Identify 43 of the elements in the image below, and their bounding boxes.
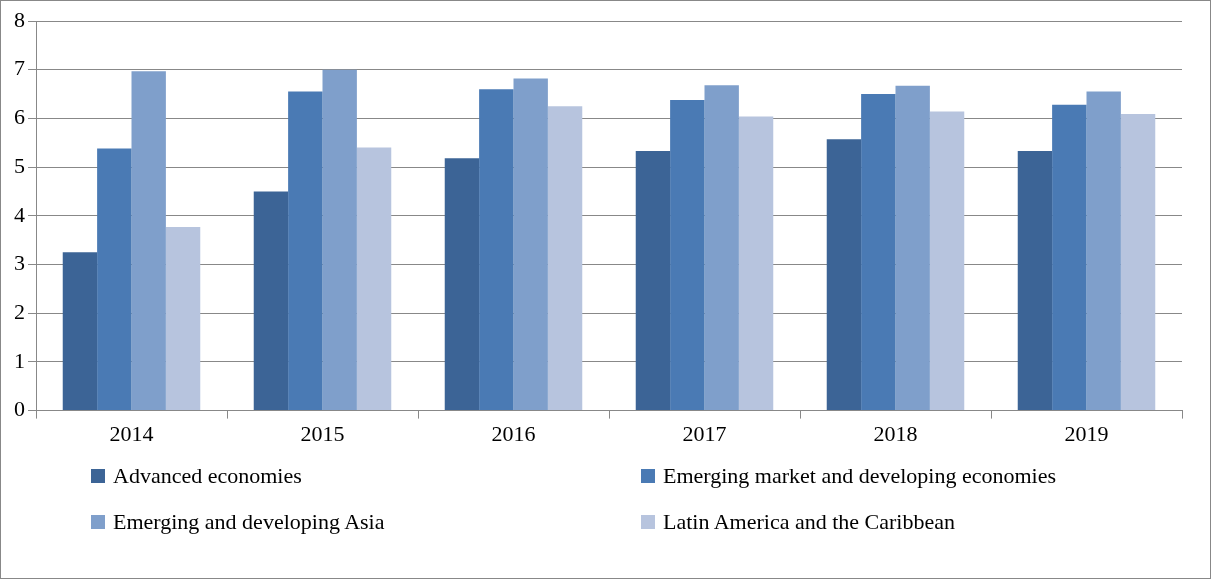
x-tick-label: 2016 bbox=[491, 420, 536, 446]
bar bbox=[97, 148, 132, 411]
bar bbox=[253, 191, 289, 411]
bar bbox=[1052, 104, 1087, 411]
y-tick-label: 5 bbox=[14, 152, 25, 178]
bar bbox=[1120, 114, 1156, 411]
bar bbox=[826, 139, 862, 411]
bar bbox=[929, 111, 965, 411]
x-tick-label: 2017 bbox=[682, 420, 727, 446]
bar bbox=[895, 85, 930, 411]
legend-label: Latin America and the Caribbean bbox=[663, 509, 955, 535]
bar bbox=[131, 71, 166, 411]
bar bbox=[479, 89, 514, 411]
y-tick-label: 8 bbox=[14, 6, 25, 32]
legend-label: Emerging market and developing economies bbox=[663, 463, 1057, 489]
y-tick-label: 3 bbox=[14, 250, 25, 276]
bar bbox=[288, 91, 323, 411]
y-tick-label: 0 bbox=[14, 396, 25, 422]
bar bbox=[1086, 91, 1121, 411]
y-tick-label: 7 bbox=[14, 55, 25, 81]
bar bbox=[861, 94, 896, 411]
bar bbox=[738, 116, 774, 411]
bar bbox=[547, 106, 583, 411]
bar bbox=[444, 158, 480, 411]
x-tick-label: 2015 bbox=[300, 420, 345, 446]
legend-label: Emerging and developing Asia bbox=[113, 509, 385, 535]
x-tick-label: 2014 bbox=[109, 420, 154, 446]
bar bbox=[165, 227, 201, 411]
bar bbox=[322, 69, 357, 411]
y-tick-label: 6 bbox=[14, 104, 25, 130]
bar bbox=[356, 147, 392, 411]
bar bbox=[1017, 151, 1053, 411]
bar bbox=[635, 151, 671, 411]
y-tick-label: 4 bbox=[14, 201, 25, 227]
bar bbox=[513, 78, 548, 411]
y-tick-label: 2 bbox=[14, 298, 25, 324]
bar bbox=[62, 252, 98, 411]
x-tick-label: 2019 bbox=[1064, 420, 1109, 446]
bar bbox=[670, 99, 705, 411]
legend-label: Advanced economies bbox=[113, 463, 302, 489]
x-tick-label: 2018 bbox=[873, 420, 918, 446]
bar bbox=[704, 85, 739, 411]
y-tick-label: 1 bbox=[14, 347, 25, 373]
